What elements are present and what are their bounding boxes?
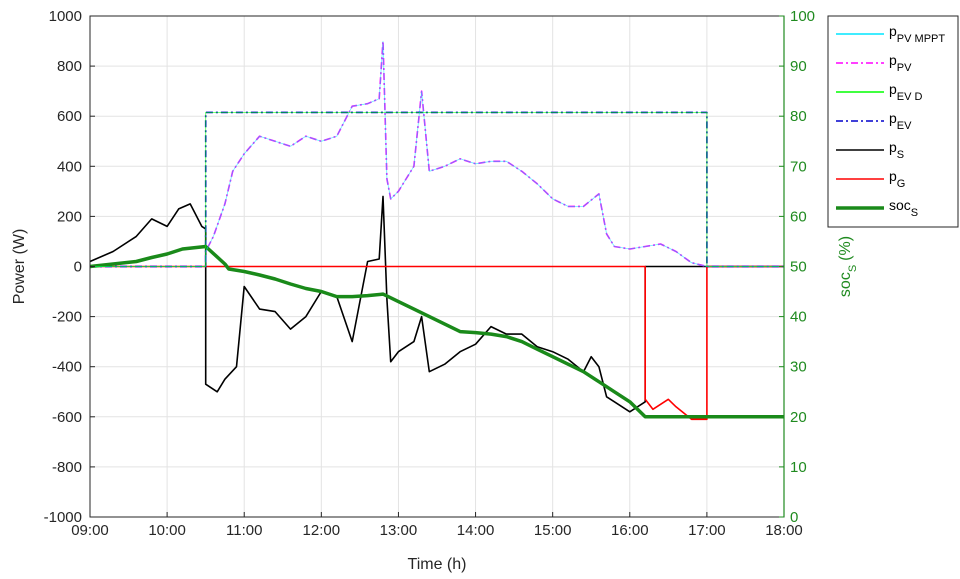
y-axis-right-label-unit: (%) <box>837 236 854 261</box>
legend-label-sub: S <box>897 149 904 161</box>
x-tick-label: 15:00 <box>534 522 572 539</box>
y-right-tick-label: 50 <box>790 259 807 276</box>
y-tick-label: -400 <box>52 359 82 376</box>
legend-label-main: p <box>889 23 897 39</box>
y-right-tick-label: 10 <box>790 459 807 476</box>
y-axis-right-label-main: soc <box>837 272 854 297</box>
y-tick-label: 200 <box>57 208 82 225</box>
legend-box <box>827 15 959 228</box>
legend-label: pS <box>889 139 904 161</box>
legend-label-sub: PV MPPT <box>897 33 946 45</box>
x-tick-label: 13:00 <box>380 522 418 539</box>
x-tick-label: 16:00 <box>611 522 649 539</box>
legend-label-main: p <box>889 110 897 126</box>
legend-label: pEV <box>889 110 912 132</box>
y-right-tick-label: 60 <box>790 208 807 225</box>
x-tick-label: 10:00 <box>148 522 186 539</box>
x-tick-label: 09:00 <box>71 522 109 539</box>
legend-label-main: soc <box>889 197 911 213</box>
y-tick-label: 800 <box>57 58 82 75</box>
x-tick-label: 11:00 <box>226 522 262 539</box>
y-right-tick-label: 20 <box>790 409 807 426</box>
y-axis-label: Power (W) <box>11 229 28 305</box>
y-tick-label: -200 <box>52 309 82 326</box>
legend-label: pPV MPPT <box>889 23 945 45</box>
legend-label-main: p <box>889 168 897 184</box>
legend-label-main: p <box>889 52 897 68</box>
legend-label: pEV D <box>889 81 923 103</box>
y-right-tick-label: 40 <box>790 309 807 326</box>
y-tick-label: 0 <box>74 259 82 276</box>
legend-label-sub: EV D <box>897 91 923 103</box>
y-tick-label: -800 <box>52 459 82 476</box>
series-line-g <box>90 265 784 421</box>
legend-label-sub: S <box>911 207 918 219</box>
legend-label: pPV <box>889 52 912 74</box>
legend-label-sub: G <box>897 178 906 190</box>
legend-label-sub: PV <box>897 62 912 74</box>
legend-label-main: p <box>889 139 897 155</box>
y-axis-right-label: socS (%) <box>837 236 859 297</box>
y-right-tick-label: 80 <box>790 108 807 125</box>
y-right-tick-label: 100 <box>790 8 815 25</box>
legend-label: socS <box>889 197 918 219</box>
legend-label-main: p <box>889 81 897 97</box>
y-tick-label: 400 <box>57 158 82 175</box>
x-axis-label: Time (h) <box>408 556 467 573</box>
y-right-tick-label: 70 <box>790 158 807 175</box>
axes: 09:00 10:00 11:00 12:00 13:00 14:00 15:00 16:00… <box>44 8 815 539</box>
series-line-pv-mppt <box>90 41 784 267</box>
y-tick-label: -1000 <box>44 509 82 526</box>
y-tick-label: 600 <box>57 108 82 125</box>
x-tick-label: 12:00 <box>303 522 341 539</box>
series-layer <box>89 40 784 421</box>
y-tick-label: 1000 <box>49 8 82 25</box>
x-tick-label: 18:00 <box>765 522 803 539</box>
y-axis-right-label-sub: S <box>847 265 859 272</box>
x-tick-label: 17:00 <box>688 522 726 539</box>
y-tick-label: -600 <box>52 409 82 426</box>
series-line-soc <box>89 244 784 419</box>
y-right-tick-label: 90 <box>790 58 807 75</box>
y-right-tick-label: 0 <box>790 509 798 526</box>
series-line-ev-d <box>90 112 784 267</box>
legend-label: pG <box>889 168 905 190</box>
x-tick-label: 14:00 <box>457 522 495 539</box>
legend-label-sub: EV <box>897 120 912 132</box>
y-right-tick-label: 30 <box>790 359 807 376</box>
